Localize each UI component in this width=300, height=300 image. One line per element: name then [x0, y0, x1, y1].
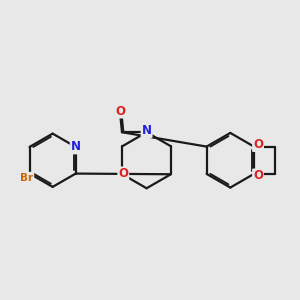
Text: N: N — [71, 140, 81, 153]
Text: O: O — [115, 105, 125, 118]
Text: O: O — [253, 169, 263, 182]
Text: Br: Br — [20, 173, 33, 183]
Text: O: O — [118, 167, 128, 180]
Text: O: O — [253, 138, 263, 151]
Text: N: N — [142, 124, 152, 137]
